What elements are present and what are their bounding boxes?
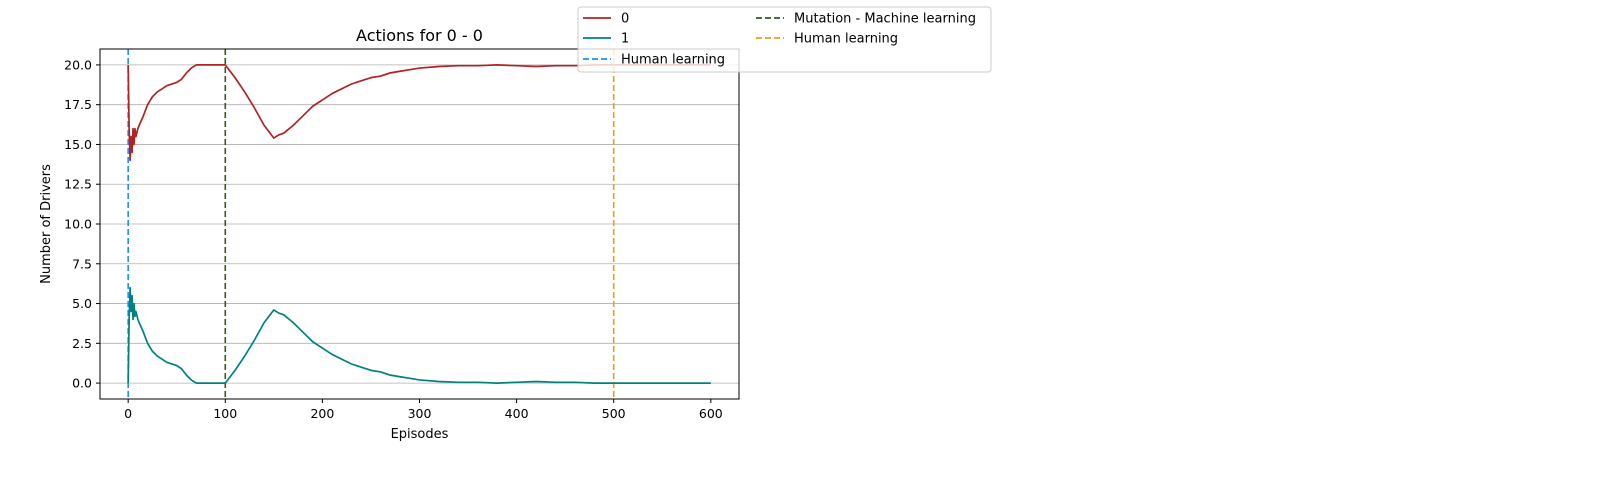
legend-box [577, 6, 992, 73]
y-tick-label: 2.5 [72, 336, 92, 351]
legend-label: Mutation - Machine learning [794, 12, 976, 27]
legend: 0 1 Human learning Mutation - Machine learn… [577, 6, 992, 73]
y-tick-label: 0.0 [72, 376, 92, 391]
legend-label: Human learning [794, 32, 898, 47]
series-line [127, 64, 711, 162]
y-axis-label: Number of Drivers [39, 164, 54, 284]
x-tick-label: 400 [505, 406, 529, 421]
series-layer [127, 64, 711, 384]
y-tick-label: 20.0 [64, 57, 92, 72]
x-tick-label: 0 [124, 406, 132, 421]
y-tick-label: 7.5 [72, 256, 92, 271]
y-tick-label: 10.0 [64, 217, 92, 232]
x-axis: 0 100 200 300 400 500 600 [124, 399, 723, 421]
x-tick-label: 300 [408, 406, 432, 421]
x-tick-label: 100 [213, 406, 237, 421]
y-tick-label: 15.0 [64, 137, 92, 152]
grid-layer [100, 64, 739, 384]
y-axis: 0.0 2.5 5.0 7.5 10.0 12.5 15.0 17.5 20.0 [64, 57, 100, 391]
y-tick-label: 12.5 [64, 177, 92, 192]
y-tick-label: 17.5 [64, 97, 92, 112]
x-tick-label: 600 [699, 406, 723, 421]
x-axis-label: Episodes [391, 427, 449, 442]
x-tick-label: 500 [602, 406, 626, 421]
legend-label: Human learning [621, 53, 725, 68]
legend-label: 1 [621, 32, 629, 47]
chart-title: Actions for 0 - 0 [356, 26, 483, 45]
legend-label: 0 [621, 12, 629, 27]
x-tick-label: 200 [310, 406, 334, 421]
y-tick-label: 5.0 [72, 296, 92, 311]
series-line [127, 286, 711, 384]
